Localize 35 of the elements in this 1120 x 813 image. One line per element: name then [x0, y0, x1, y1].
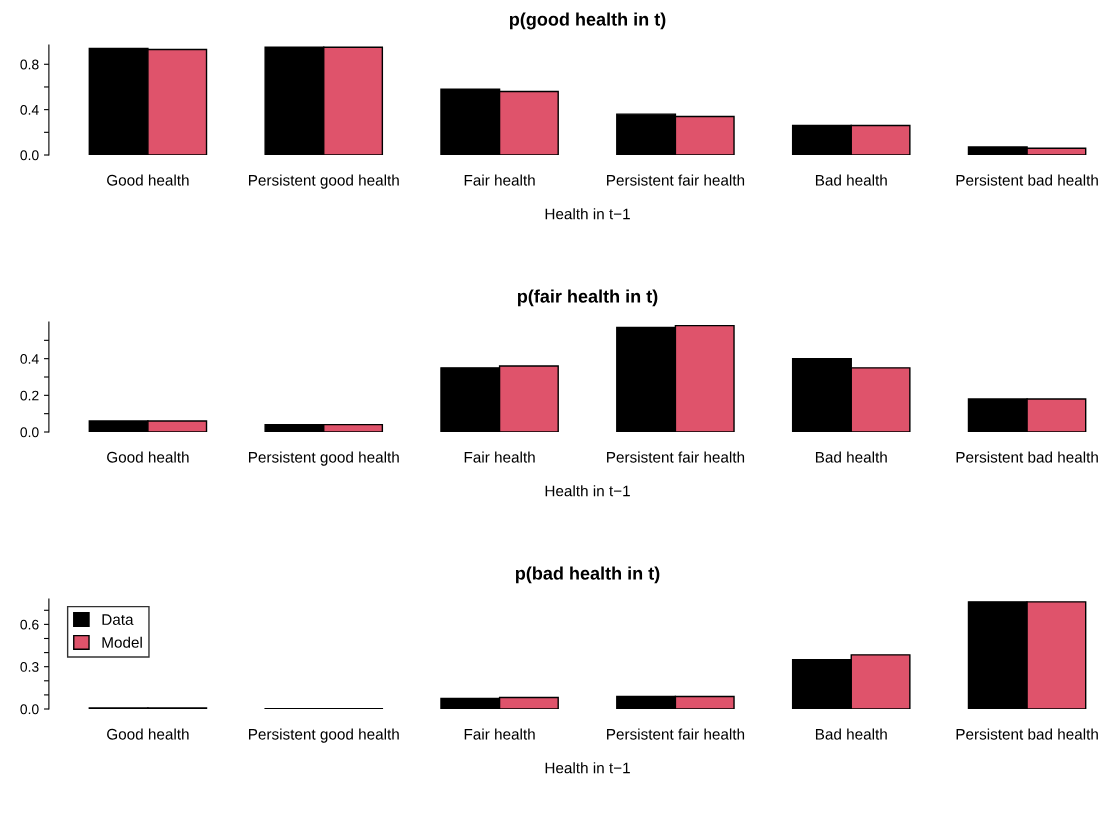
x-tick-label: Bad health [815, 728, 887, 740]
x-tick-label: Persistent bad health [956, 728, 1098, 740]
x-tick-label: Persistent good health [248, 451, 399, 466]
x-axis-title: Health in t−1 [545, 762, 630, 774]
y-tick-label: 0.4 [20, 104, 39, 115]
x-tick-label: Good health [107, 174, 189, 186]
y-tick-label: 0.3 [20, 662, 39, 672]
x-tick-label: Bad health [815, 451, 887, 463]
y-tick-label: 0.0 [20, 704, 39, 715]
x-tick-label: Fair health [464, 728, 535, 740]
y-tick-label: 0.2 [20, 390, 39, 401]
y-tick-label: 0.0 [20, 150, 39, 161]
y-tick-label: 0.0 [20, 427, 39, 438]
x-tick-label: Fair health [464, 451, 535, 463]
x-tick-label: Persistent bad health [956, 451, 1098, 463]
x-tick-label: Persistent bad health [956, 174, 1098, 186]
y-tick-label: 0.8 [20, 59, 39, 70]
x-tick-label: Good health [107, 451, 189, 463]
x-tick-label: Persistent fair health [607, 174, 745, 186]
chart-title: p(good health in t) [509, 12, 666, 30]
chart-title: p(fair health in t) [517, 289, 658, 307]
y-tick-label: 0.4 [20, 354, 39, 364]
x-tick-label: Persistent good health [248, 728, 399, 743]
x-tick-label: Persistent fair health [607, 728, 745, 740]
x-tick-label: Fair health [464, 174, 535, 186]
x-tick-label: Persistent fair health [607, 451, 745, 463]
x-tick-label: Good health [107, 728, 189, 740]
x-tick-label: Persistent good health [248, 174, 399, 189]
x-axis-title: Health in t−1 [545, 485, 630, 497]
x-axis-title: Health in t−1 [545, 208, 630, 220]
y-tick-label: 0.6 [20, 619, 39, 630]
x-tick-label: Bad health [815, 174, 887, 186]
legend-label: Model [102, 636, 142, 648]
legend-label: Data [102, 614, 134, 625]
chart-title: p(bad health in t) [515, 566, 660, 584]
